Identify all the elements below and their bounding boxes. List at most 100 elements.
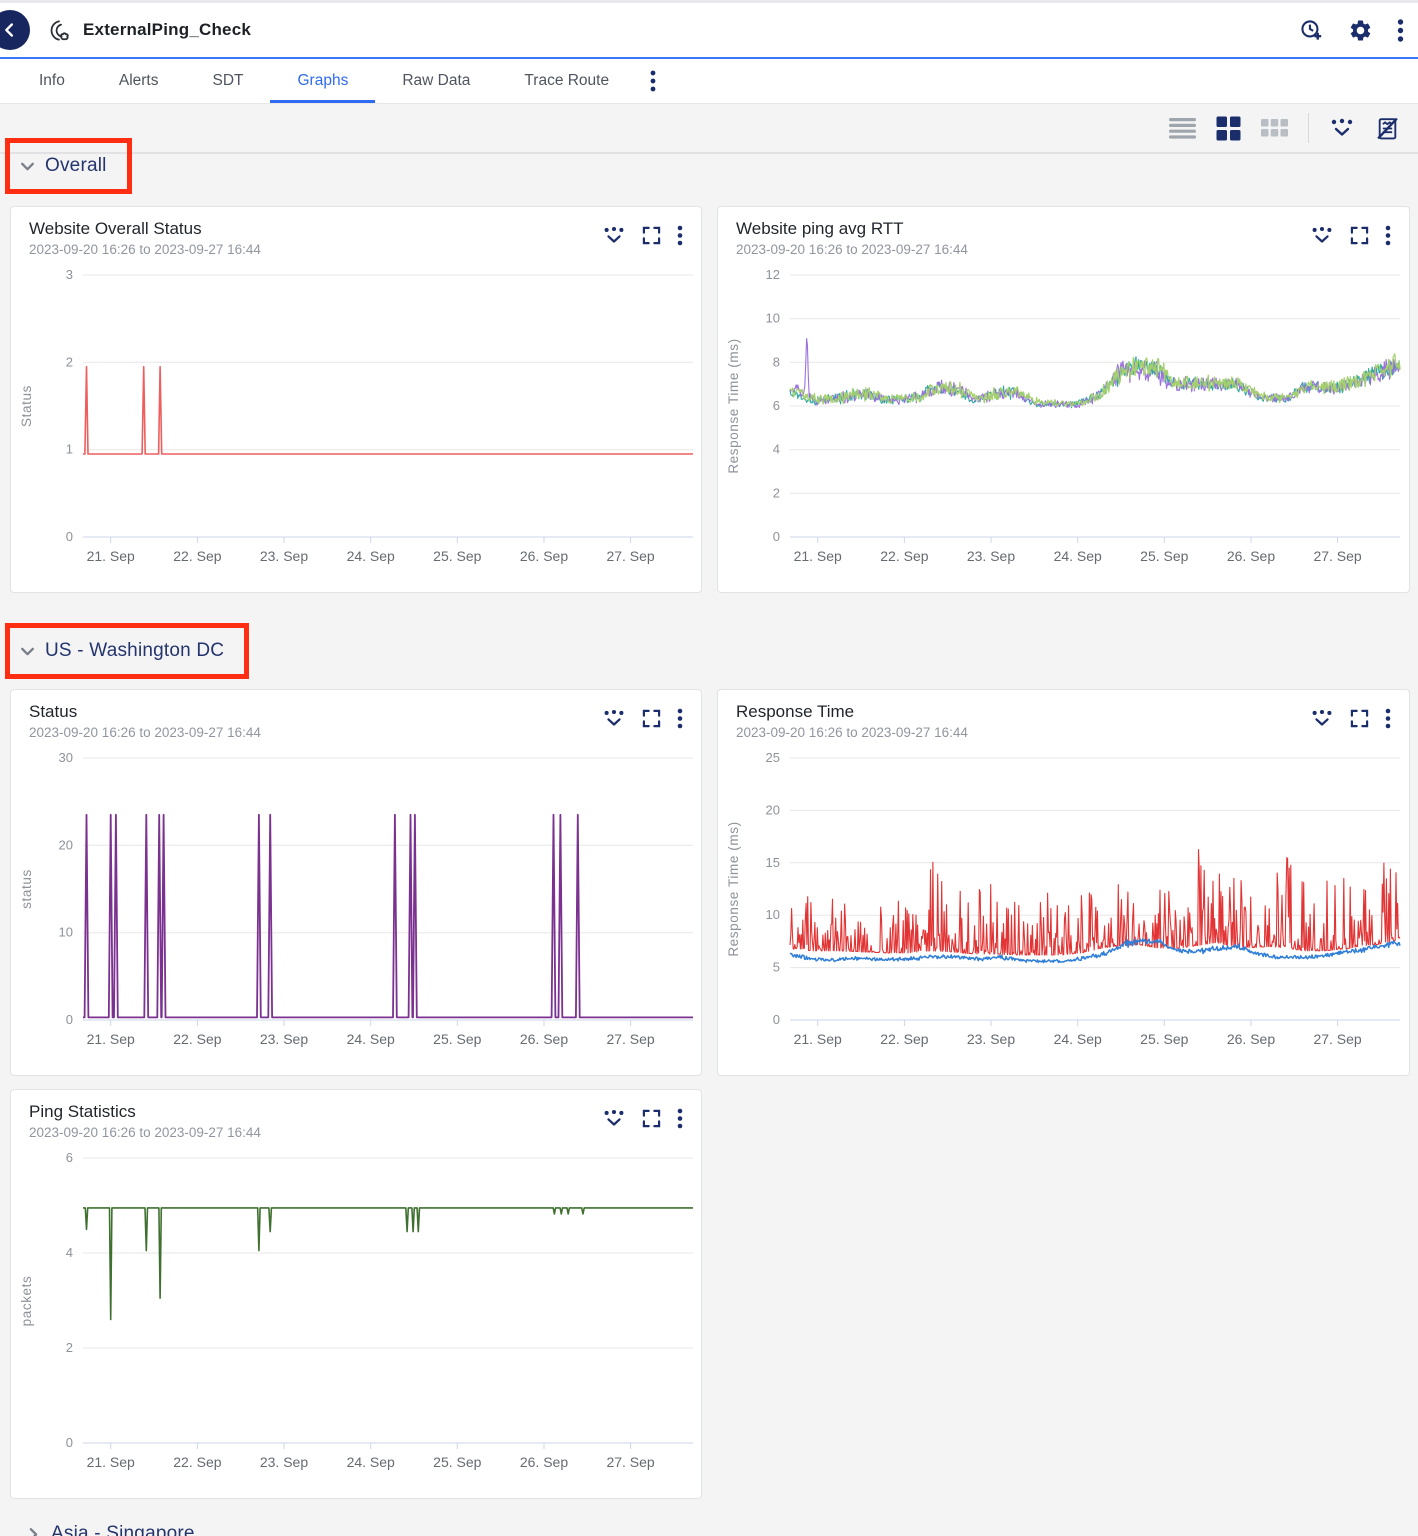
- chart-card-website-overall-status: Website Overall Status 2023-09-20 16:26 …: [10, 206, 702, 593]
- tab-sdt[interactable]: SDT: [212, 72, 244, 89]
- svg-text:26. Sep: 26. Sep: [1227, 548, 1275, 564]
- list-view-button[interactable]: [1169, 117, 1196, 139]
- svg-text:10: 10: [766, 311, 780, 326]
- overall-charts-row: Website Overall Status 2023-09-20 16:26 …: [0, 206, 1418, 593]
- svg-text:Response Time (ms): Response Time (ms): [726, 338, 741, 473]
- svg-text:20: 20: [59, 837, 73, 852]
- grid-large-view-button[interactable]: [1216, 116, 1241, 141]
- list-view-icon: [1169, 118, 1196, 139]
- expand-icon[interactable]: [642, 226, 661, 245]
- svg-text:3: 3: [66, 267, 73, 282]
- tab-info[interactable]: Info: [39, 72, 65, 89]
- dots-chevron-icon[interactable]: [602, 226, 626, 245]
- svg-text:25. Sep: 25. Sep: [433, 548, 481, 564]
- svg-text:23. Sep: 23. Sep: [260, 548, 308, 564]
- website-overall-status-chart[interactable]: 21. Sep 22. Sep 23. Sep 24. Sep 25. Sep 26. S…: [11, 261, 701, 573]
- chart-card-website-ping-avg-rtt: Website ping avg RTT 2023-09-20 16:26 to…: [717, 206, 1410, 593]
- tab-raw-data[interactable]: Raw Data: [402, 72, 471, 89]
- website-ping-avg-rtt-chart[interactable]: 21. Sep 22. Sep 23. Sep 24. Sep 25. Sep 26. S…: [718, 261, 1408, 573]
- response-time-chart[interactable]: 21. Sep 22. Sep 23. Sep 24. Sep 25. Sep 26. S…: [718, 744, 1408, 1056]
- svg-text:22. Sep: 22. Sep: [880, 548, 928, 564]
- section-header-overall[interactable]: Overall: [5, 138, 1418, 194]
- svg-text:25. Sep: 25. Sep: [1140, 1031, 1188, 1047]
- svg-text:6: 6: [66, 1150, 73, 1165]
- collapse-all-button[interactable]: [1329, 118, 1355, 138]
- dots-chevron-icon[interactable]: [602, 709, 626, 728]
- chart-title: Website ping avg RTT: [736, 219, 904, 238]
- kebab-icon[interactable]: [677, 225, 683, 246]
- tabs-overflow-button[interactable]: [636, 59, 670, 103]
- svg-text:23. Sep: 23. Sep: [967, 548, 1015, 564]
- svg-text:21. Sep: 21. Sep: [794, 548, 842, 564]
- svg-text:26. Sep: 26. Sep: [520, 1031, 568, 1047]
- section-label: US - Washington DC: [45, 640, 225, 661]
- header-more-button[interactable]: [1397, 18, 1404, 43]
- svg-text:24. Sep: 24. Sep: [1054, 548, 1102, 564]
- kebab-icon[interactable]: [677, 708, 683, 729]
- svg-text:25: 25: [766, 750, 780, 765]
- svg-text:packets: packets: [19, 1276, 34, 1327]
- svg-text:25. Sep: 25. Sep: [433, 1454, 481, 1470]
- svg-text:0: 0: [773, 529, 780, 544]
- back-button[interactable]: [0, 10, 30, 50]
- grid-small-view-button[interactable]: [1261, 119, 1288, 137]
- svg-text:Response Time (ms): Response Time (ms): [726, 821, 741, 956]
- svg-text:12: 12: [766, 267, 780, 282]
- expand-icon[interactable]: [642, 709, 661, 728]
- section-label: Asia - Singapore: [51, 1523, 195, 1536]
- dots-chevron-icon[interactable]: [1310, 226, 1334, 245]
- graphs-toolbar: [0, 104, 1418, 154]
- expand-icon[interactable]: [1350, 709, 1369, 728]
- status-chart[interactable]: 21. Sep 22. Sep 23. Sep 24. Sep 25. Sep 26. S…: [11, 744, 701, 1056]
- svg-text:23. Sep: 23. Sep: [967, 1031, 1015, 1047]
- svg-text:25. Sep: 25. Sep: [1140, 548, 1188, 564]
- svg-text:8: 8: [773, 354, 780, 369]
- svg-text:Status: Status: [19, 385, 34, 427]
- kebab-icon[interactable]: [1385, 708, 1391, 729]
- svg-text:1: 1: [66, 442, 73, 457]
- dots-chevron-icon[interactable]: [1310, 709, 1334, 728]
- window-edge: [0, 0, 1418, 3]
- svg-text:24. Sep: 24. Sep: [1054, 1031, 1102, 1047]
- chevron-down-icon: [21, 162, 34, 170]
- chart-card-status: Status 2023-09-20 16:26 to 2023-09-27 16…: [10, 689, 702, 1076]
- svg-text:10: 10: [766, 907, 780, 922]
- tab-trace-route[interactable]: Trace Route: [524, 72, 610, 89]
- chart-date-range: 2023-09-20 16:26 to 2023-09-27 16:44: [736, 725, 968, 740]
- ping-statistics-chart[interactable]: 21. Sep 22. Sep 23. Sep 24. Sep 25. Sep 26. S…: [11, 1144, 701, 1479]
- tab-alerts[interactable]: Alerts: [118, 72, 159, 89]
- tab-graphs[interactable]: Graphs: [270, 59, 375, 103]
- settings-button[interactable]: [1348, 18, 1373, 43]
- expand-icon[interactable]: [1350, 226, 1369, 245]
- svg-text:status: status: [19, 869, 34, 909]
- chart-date-range: 2023-09-20 16:26 to 2023-09-27 16:44: [736, 242, 968, 257]
- svg-text:25. Sep: 25. Sep: [433, 1031, 481, 1047]
- chart-date-range: 2023-09-20 16:26 to 2023-09-27 16:44: [29, 1125, 261, 1140]
- chart-title: Ping Statistics: [29, 1102, 136, 1121]
- report-disabled-button[interactable]: [1375, 116, 1400, 141]
- svg-text:22. Sep: 22. Sep: [880, 1031, 928, 1047]
- svg-text:6: 6: [773, 398, 780, 413]
- svg-text:4: 4: [773, 442, 780, 457]
- svg-text:0: 0: [773, 1012, 780, 1027]
- section-header-asia-singapore[interactable]: Asia - Singapore: [16, 1511, 1418, 1536]
- expand-icon[interactable]: [642, 1109, 661, 1128]
- kebab-icon[interactable]: [677, 1108, 683, 1129]
- dots-chevron-icon[interactable]: [602, 1109, 626, 1128]
- svg-text:0: 0: [66, 529, 73, 544]
- page-title: ExternalPing_Check: [83, 20, 251, 39]
- svg-text:26. Sep: 26. Sep: [520, 548, 568, 564]
- svg-text:27. Sep: 27. Sep: [606, 548, 654, 564]
- schedule-sdt-button[interactable]: [1299, 18, 1324, 43]
- svg-text:22. Sep: 22. Sep: [173, 548, 221, 564]
- kebab-icon[interactable]: [1385, 225, 1391, 246]
- svg-text:5: 5: [773, 960, 780, 975]
- section-header-us-washington-dc[interactable]: US - Washington DC: [5, 623, 1418, 679]
- svg-text:27. Sep: 27. Sep: [606, 1454, 654, 1470]
- svg-text:24. Sep: 24. Sep: [347, 1031, 395, 1047]
- usdc-charts-row-1: Status 2023-09-20 16:26 to 2023-09-27 16…: [0, 689, 1418, 1076]
- chevron-down-icon: [21, 647, 34, 655]
- svg-text:24. Sep: 24. Sep: [347, 548, 395, 564]
- chevron-left-icon: [5, 23, 14, 37]
- chart-title: Status: [29, 702, 78, 721]
